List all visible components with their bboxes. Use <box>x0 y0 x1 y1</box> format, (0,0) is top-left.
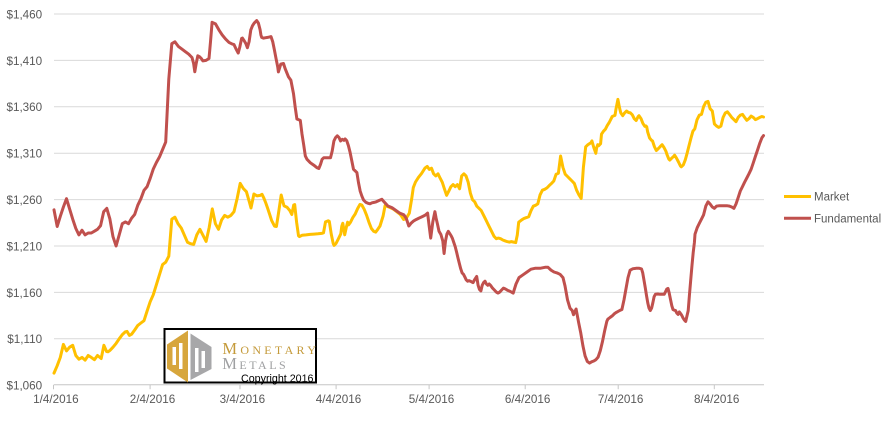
svg-text:$1,110: $1,110 <box>7 333 42 346</box>
svg-text:$1,210: $1,210 <box>6 240 42 253</box>
svg-text:1/4/2016: 1/4/2016 <box>33 393 79 406</box>
svg-text:$1,260: $1,260 <box>6 194 42 207</box>
svg-text:Fundamental: Fundamental <box>814 213 881 225</box>
svg-text:$1,160: $1,160 <box>6 287 42 300</box>
svg-text:3/4/2016: 3/4/2016 <box>220 393 266 406</box>
svg-text:Metals: Metals <box>222 354 288 373</box>
svg-text:$1,310: $1,310 <box>6 148 42 161</box>
svg-text:8/4/2016: 8/4/2016 <box>694 393 740 406</box>
svg-text:$1,060: $1,060 <box>6 380 42 393</box>
svg-text:$1,410: $1,410 <box>6 55 42 68</box>
svg-text:7/4/2016: 7/4/2016 <box>598 393 644 406</box>
svg-text:$1,360: $1,360 <box>6 101 42 114</box>
svg-text:5/4/2016: 5/4/2016 <box>409 393 455 406</box>
svg-text:Copyright 2016: Copyright 2016 <box>241 373 314 385</box>
svg-text:$1,460: $1,460 <box>6 8 42 21</box>
svg-text:Market: Market <box>814 192 850 204</box>
svg-text:4/4/2016: 4/4/2016 <box>316 393 362 406</box>
svg-text:Monetary: Monetary <box>222 339 319 358</box>
svg-text:2/4/2016: 2/4/2016 <box>130 393 176 406</box>
svg-text:6/4/2016: 6/4/2016 <box>505 393 551 406</box>
